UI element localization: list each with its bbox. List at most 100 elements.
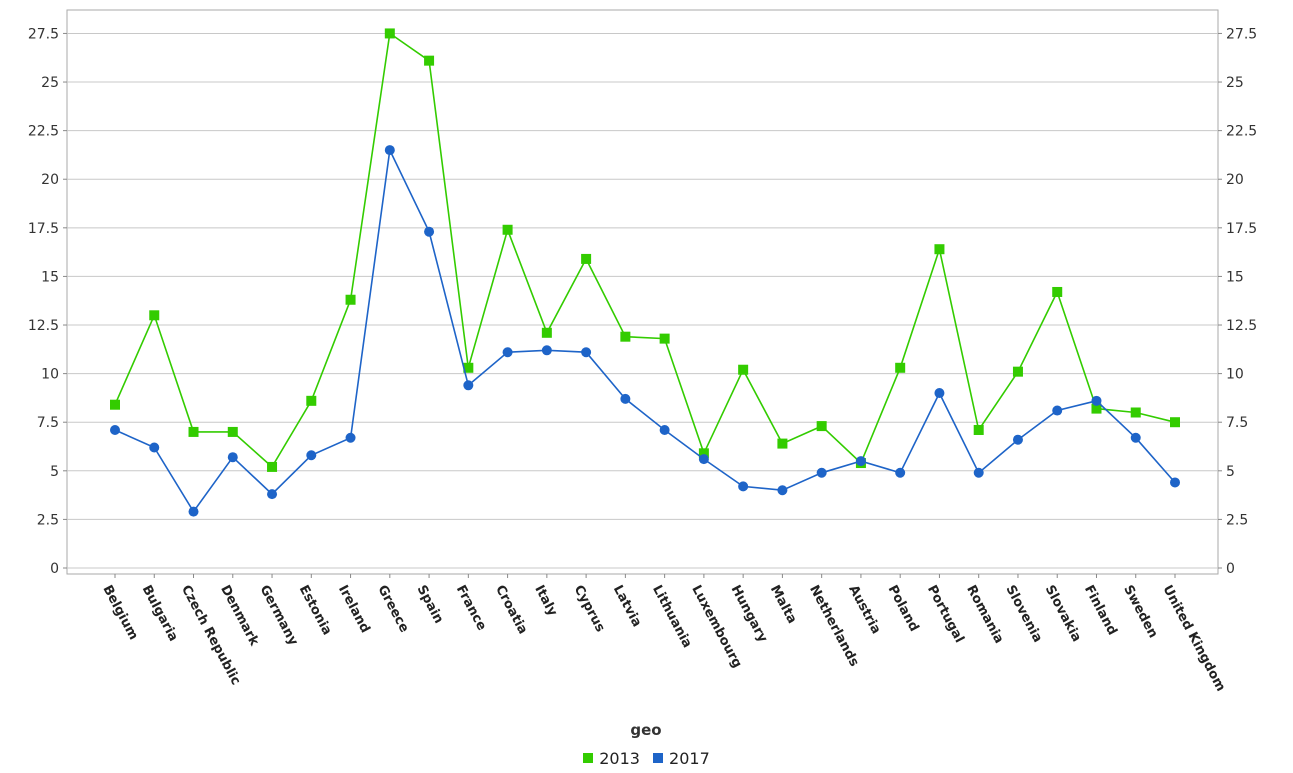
data-point — [855, 456, 866, 467]
data-point — [934, 388, 945, 399]
data-point — [620, 331, 631, 342]
y-tick-label: 10 — [41, 367, 59, 383]
data-point — [463, 362, 474, 373]
y-tick-label-right: 5 — [1226, 464, 1235, 480]
series-line — [114, 147, 1176, 514]
data-point — [1052, 405, 1063, 416]
y-tick-label-right: 10 — [1226, 367, 1244, 383]
data-point — [1170, 477, 1180, 488]
legend: 2013 2017 — [0, 748, 1293, 768]
data-point — [345, 294, 356, 305]
x-tick-label: Germany — [257, 583, 301, 649]
data-point — [541, 327, 552, 338]
data-point — [1130, 432, 1141, 443]
data-point — [1052, 286, 1063, 297]
y-tick-label: 7.5 — [37, 415, 59, 431]
y-tick-label: 27.5 — [28, 26, 59, 42]
data-point — [384, 145, 395, 156]
x-tick-label: Slovenia — [1002, 583, 1045, 645]
x-tick-label: Finland — [1081, 583, 1120, 638]
y-tick-label: 20 — [41, 172, 59, 188]
x-tick-label: Belgium — [99, 583, 140, 643]
data-point — [973, 467, 984, 478]
data-point — [306, 395, 317, 406]
x-tick-label: Latvia — [610, 583, 644, 630]
data-point — [424, 226, 435, 237]
data-point — [424, 55, 435, 66]
data-point — [110, 424, 120, 435]
data-point — [895, 362, 906, 373]
x-tick-label: Malta — [767, 583, 800, 626]
data-point — [738, 364, 749, 375]
data-point — [463, 380, 474, 391]
data-point — [267, 489, 278, 500]
data-point — [698, 448, 709, 459]
y-tick-label-right: 27.5 — [1226, 26, 1257, 42]
x-axis-title: geo — [630, 721, 661, 739]
y-tick-label: 22.5 — [28, 124, 59, 140]
data-point — [777, 485, 788, 496]
legend-label: 2017 — [669, 748, 710, 768]
y-tick-label-right: 20 — [1226, 172, 1244, 188]
y-tick-label-right: 15 — [1226, 269, 1244, 285]
data-point — [1130, 407, 1141, 418]
y-tick-label-right: 2.5 — [1226, 512, 1248, 528]
series-layer — [110, 28, 1180, 517]
x-tick-label: Italy — [531, 583, 560, 619]
y-tick-label: 5 — [50, 464, 59, 480]
x-tick-label: Austria — [845, 583, 883, 637]
y-tick-label-right: 12.5 — [1226, 318, 1257, 334]
data-point — [541, 345, 552, 356]
line-chart: 0 2.5 5 7.5 10 12.5 15 17.5 20 22.5 25 27.5 0 2.5 5 7.… — [28, 9, 1257, 739]
y-tick-label: 17.5 — [28, 221, 59, 237]
x-tick-label: Ireland — [335, 583, 373, 636]
legend-swatch-icon — [653, 753, 664, 763]
y-tick-label: 0 — [50, 561, 59, 577]
x-tick-label: Spain — [414, 583, 447, 626]
data-point — [1012, 366, 1023, 377]
x-tick-label: France — [453, 583, 489, 633]
data-point — [895, 467, 906, 478]
series-2013 — [110, 28, 1180, 472]
gridlines — [67, 32, 1218, 569]
y-tick-label: 15 — [41, 269, 59, 285]
y-tick-label-right: 22.5 — [1226, 124, 1257, 140]
x-tick-label: Portugal — [924, 583, 967, 646]
legend-swatch-icon — [583, 753, 594, 763]
data-point — [1091, 395, 1102, 406]
data-point — [659, 424, 670, 435]
x-tick-label: Greece — [374, 583, 411, 635]
data-point — [1012, 434, 1023, 445]
y-tick-label-right: 0 — [1226, 561, 1235, 577]
series-2017 — [110, 145, 1180, 517]
data-point — [267, 461, 278, 472]
data-point — [738, 481, 749, 492]
data-point — [1170, 417, 1180, 428]
data-point — [659, 333, 670, 344]
y-tick-label: 25 — [41, 75, 59, 91]
data-point — [581, 347, 592, 358]
x-tick-label: United Kingdom — [1159, 583, 1228, 694]
legend-item-2013: 2013 — [583, 749, 640, 768]
data-point — [934, 244, 945, 255]
data-point — [1091, 403, 1102, 414]
x-tick-label: Romania — [963, 583, 1006, 646]
data-point — [620, 393, 631, 404]
x-tick-label: Sweden — [1120, 583, 1160, 641]
y-tick-label-right: 17.5 — [1226, 221, 1257, 237]
data-point — [110, 399, 120, 410]
data-point — [581, 253, 592, 264]
data-point — [227, 426, 238, 437]
data-point — [227, 452, 238, 463]
x-tick-label: Hungary — [728, 583, 771, 646]
data-point — [502, 224, 513, 235]
data-point — [816, 467, 827, 478]
x-tick-label: Slovakia — [1042, 583, 1084, 645]
x-tick-label: Estonia — [296, 583, 335, 638]
legend-label: 2013 — [599, 748, 640, 768]
data-point — [816, 421, 827, 432]
data-point — [698, 454, 709, 465]
x-tick-label: Croatia — [492, 583, 530, 637]
data-point — [777, 438, 788, 449]
